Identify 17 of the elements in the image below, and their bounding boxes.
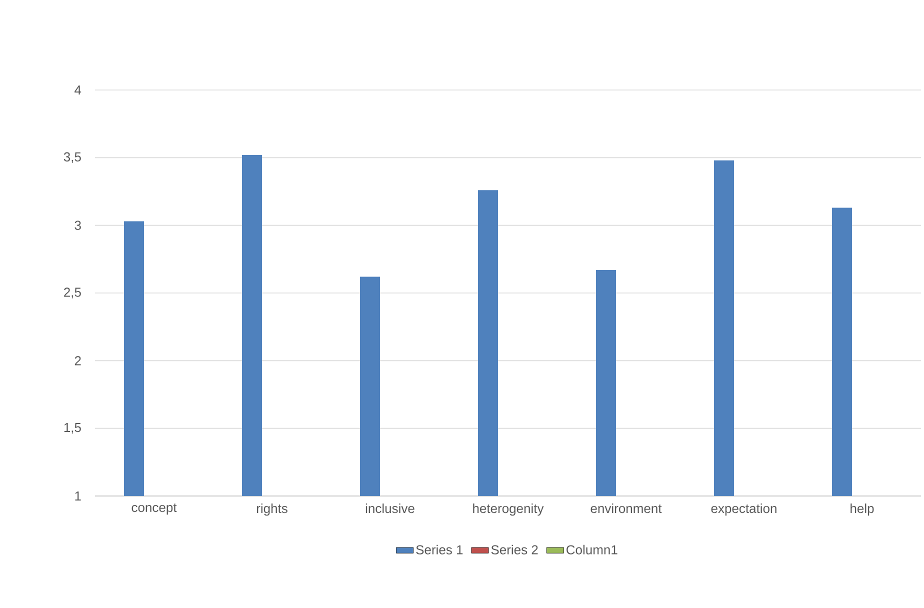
y-tick-label: 4 (74, 86, 82, 94)
x-tick-label: rights (256, 504, 288, 516)
legend-label: Series 2 (491, 544, 538, 554)
x-tick-label: heterogenity (473, 504, 544, 516)
y-tick-label: 3,5 (64, 152, 81, 164)
y-tick-label: 3 (74, 220, 81, 230)
x-tick-label: concept (132, 504, 177, 515)
legend-label: Series 1 (416, 544, 463, 554)
y-tick-label: 2,5 (64, 288, 81, 298)
y-tick-label: 2 (74, 356, 81, 366)
x-tick-label: environment (590, 504, 662, 514)
y-tick-label: 1 (75, 492, 81, 500)
x-tick-label: expectation (711, 504, 776, 516)
y-tick-label: 1,5 (64, 423, 81, 434)
legend-label: Column1 (566, 544, 618, 554)
x-tick-label: inclusive (366, 504, 414, 514)
x-tick-label: help (850, 504, 874, 516)
